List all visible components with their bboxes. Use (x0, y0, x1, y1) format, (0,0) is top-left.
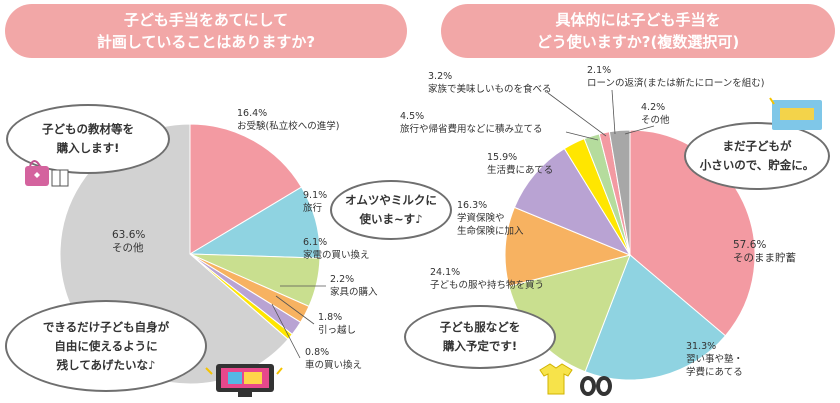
bubble-text: 残してあげたいな♪ (56, 357, 156, 372)
speech-bubble-children-clothes: 子ども服などを 購入予定です! (404, 305, 556, 369)
bubble-text: 使いま~す♪ (359, 212, 423, 226)
bag-icon (25, 160, 69, 187)
pie2-slice-label: 2.1%ローンの返済(または新たにローンを組む) (587, 65, 764, 89)
speech-bubble-diapers: オムツやミルクに 使いま~す♪ (330, 180, 452, 240)
pie2-slice-label: 31.3%習い事や塾・学費にあてる (686, 341, 743, 378)
bubble-text: 購入します! (56, 141, 120, 155)
pie2-slice (504, 206, 632, 287)
pie2-slice-label: 4.2%その他 (641, 102, 670, 126)
clothes-icon (539, 363, 612, 396)
pie2-slice-label: 3.2%家族で美味しいものを食べる (428, 71, 552, 95)
right-title-line1: 具体的には子ども手当を (555, 11, 721, 29)
pie2-slice (513, 147, 632, 257)
pie2-leader-line (624, 125, 655, 135)
pie2-leader-line (565, 131, 599, 141)
pie2-slice-label: 24.1%子どもの服や持ち物を買う (430, 267, 544, 291)
bubble-text: 子どもの教材等を (42, 122, 134, 136)
pie1-slice-label: 63.6%その他 (112, 229, 145, 254)
bubble-text: 子ども服などを (439, 320, 521, 334)
bubble-text: 購入予定です! (442, 339, 518, 353)
left-title-line1: 子ども手当をあてにして (123, 11, 289, 29)
pie1-slice-label: 9.1%旅行 (303, 190, 327, 214)
right-title-line2: どう使いますか?(複数選択可) (536, 33, 740, 51)
pie2-slice (584, 254, 727, 381)
pie1-slice-label: 1.8%引っ越し (318, 312, 356, 336)
pie1-leader-line (275, 295, 315, 325)
right-chart-title-banner: 具体的には子ども手当を どう使いますか?(複数選択可) (441, 4, 835, 58)
pie2-slice-label: 15.9%生活費にあてる (487, 152, 553, 176)
left-chart-title-banner: 子ども手当をあてにして 計画していることはありますか? (5, 4, 407, 58)
bubble-text: まだ子どもが (722, 139, 792, 153)
pie1-slice-label: 16.4%お受験(私立校への進学) (237, 108, 339, 132)
bubble-text: オムツやミルクに (345, 193, 437, 207)
left-title-line2: 計画していることはありますか? (96, 33, 316, 51)
passbook-icon (769, 97, 822, 130)
bubble-text: できるだけ子ども自身が (42, 319, 170, 334)
pie1-leader-line (271, 303, 301, 359)
pie2-leader-line (611, 89, 616, 135)
pie2-leader-line (547, 92, 607, 137)
pie2-slice (608, 129, 631, 256)
bubble-text: 自由に使えるように (54, 338, 158, 353)
pie1-slice-label: 0.8%車の買い換え (305, 347, 362, 371)
speech-bubble-savings: まだ子どもが 小さいので、貯金に。 (684, 122, 830, 190)
pie2-slice-label: 16.3%学資保険や生命保険に加入 (457, 200, 524, 237)
pie1-slice (189, 123, 303, 255)
pie1-slice-label: 2.2%家具の購入 (330, 274, 378, 298)
bubble-text: 小さいので、貯金に。 (699, 158, 815, 172)
speech-bubble-free-use: できるだけ子ども自身が 自由に使えるように 残してあげたいな♪ (5, 300, 207, 392)
tv-icon (205, 364, 283, 397)
pie2-slice-label: 57.6%そのまま貯蓄 (733, 239, 796, 264)
pie1-slice-label: 6.1%家電の買い換え (303, 237, 370, 261)
pie2-slice-label: 4.5%旅行や帰省費用などに積み立てる (400, 111, 543, 135)
